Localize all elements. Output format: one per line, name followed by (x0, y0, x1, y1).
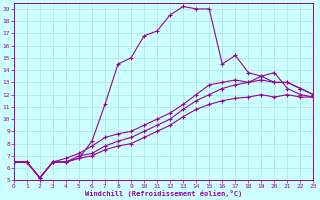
X-axis label: Windchill (Refroidissement éolien,°C): Windchill (Refroidissement éolien,°C) (85, 190, 242, 197)
